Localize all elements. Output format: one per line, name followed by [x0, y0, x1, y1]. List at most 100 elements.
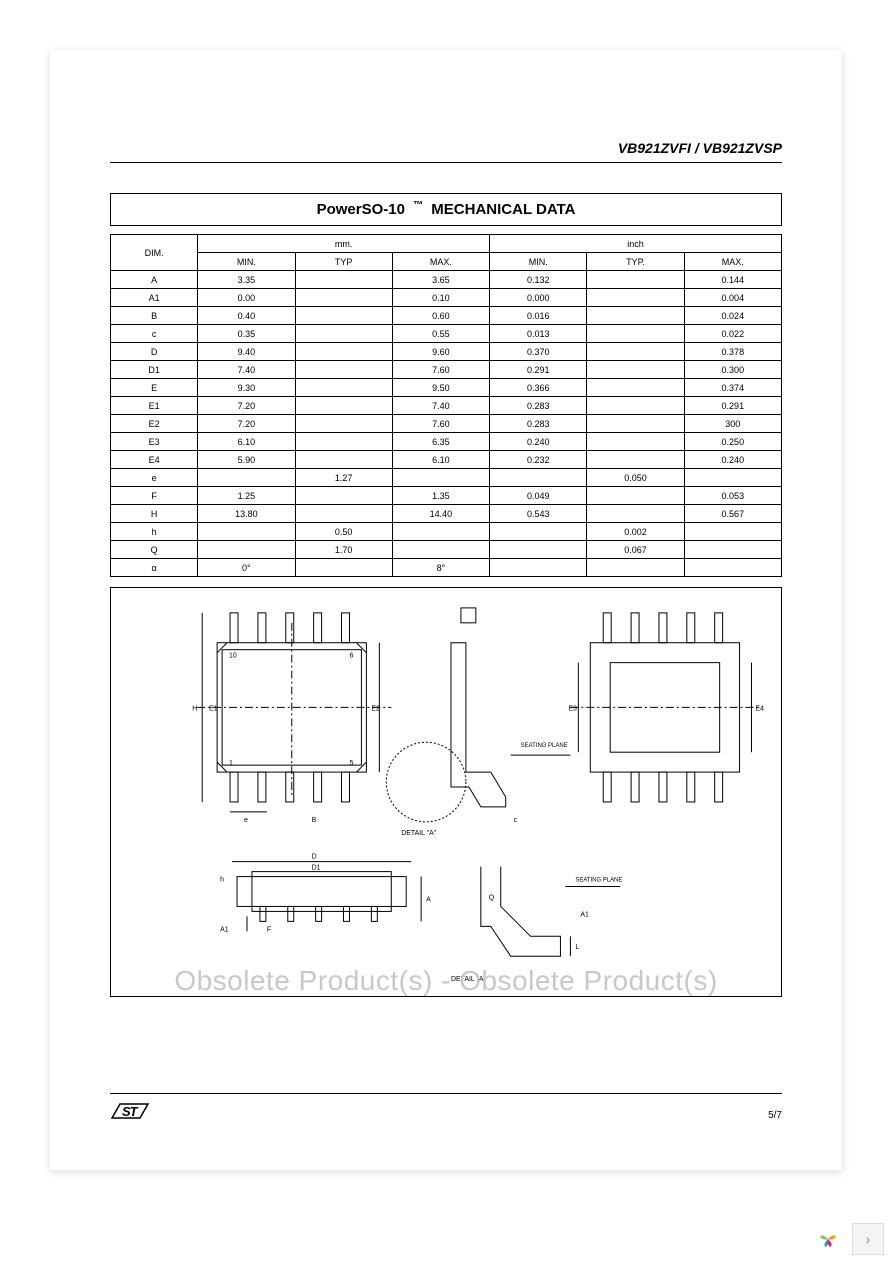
label-H: H [192, 705, 197, 712]
table-cell [295, 325, 392, 343]
table-cell: 0.053 [684, 487, 781, 505]
table-cell: B [111, 307, 198, 325]
table-cell: 0.016 [490, 307, 587, 325]
table-cell [295, 505, 392, 523]
table-cell: 0.370 [490, 343, 587, 361]
title-suffix: MECHANICAL DATA [431, 201, 575, 218]
table-cell: 9.50 [392, 379, 489, 397]
col-in-typ: TYP. [587, 253, 684, 271]
table-row: E17.207.400.2830.291 [111, 397, 782, 415]
table-cell: 7.60 [392, 361, 489, 379]
table-cell [198, 523, 295, 541]
table-cell [587, 433, 684, 451]
label-detail-a-1: DETAIL "A" [401, 830, 437, 837]
table-cell: 0.40 [198, 307, 295, 325]
table-row: α0°8° [111, 559, 782, 577]
table-row: c0.350.550.0130.022 [111, 325, 782, 343]
table-cell [295, 379, 392, 397]
topview-pins-top [230, 613, 349, 643]
table-cell [587, 397, 684, 415]
table-cell: 0.232 [490, 451, 587, 469]
label-A1: A1 [220, 926, 229, 933]
table-cell: 0.378 [684, 343, 781, 361]
table-cell: 1.70 [295, 541, 392, 559]
table-cell: 3.65 [392, 271, 489, 289]
table-cell: 6.10 [198, 433, 295, 451]
label-E2: E2 [371, 705, 380, 712]
table-cell [587, 343, 684, 361]
table-cell: 0.024 [684, 307, 781, 325]
table-cell [490, 541, 587, 559]
table-cell: 0.240 [684, 451, 781, 469]
table-row: E45.906.100.2320.240 [111, 451, 782, 469]
table-row: D17.407.600.2910.300 [111, 361, 782, 379]
table-cell [587, 415, 684, 433]
table-row: Q1.700.067 [111, 541, 782, 559]
table-cell: 9.30 [198, 379, 295, 397]
table-cell [587, 379, 684, 397]
st-logo-icon: ST [110, 1100, 150, 1124]
table-cell: 0.374 [684, 379, 781, 397]
table-cell [198, 469, 295, 487]
label-E4: E4 [755, 705, 764, 712]
table-row: D9.409.600.3700.378 [111, 343, 782, 361]
label-pin6: 6 [349, 653, 353, 660]
package-diagram: 10 6 1 5 H E1 E2 e B DETAIL "A" [110, 587, 782, 997]
table-cell: 6.10 [392, 451, 489, 469]
table-cell: 6.35 [392, 433, 489, 451]
mechanical-data-table: DIM. mm. inch MIN. TYP MAX. MIN. TYP. MA… [110, 234, 782, 577]
table-cell [392, 541, 489, 559]
table-row: H13.8014.400.5430.567 [111, 505, 782, 523]
table-body: A3.353.650.1320.144A10.000.100.0000.004B… [111, 271, 782, 577]
label-pin1: 1 [229, 760, 233, 767]
table-cell [684, 469, 781, 487]
table-cell [295, 397, 392, 415]
table-cell: 0.55 [392, 325, 489, 343]
table-cell: 0.291 [490, 361, 587, 379]
label-seating-2: SEATING PLANE [575, 878, 622, 884]
table-cell: 0.10 [392, 289, 489, 307]
label-A: A [426, 896, 431, 903]
label-c: c [514, 817, 518, 824]
part-number-header: VB921ZVFI / VB921ZVSP [618, 140, 782, 156]
table-cell: 7.40 [392, 397, 489, 415]
table-cell [587, 451, 684, 469]
table-cell: 0.50 [295, 523, 392, 541]
table-cell: D1 [111, 361, 198, 379]
table-cell [587, 361, 684, 379]
table-cell: 0.250 [684, 433, 781, 451]
table-cell: 0.567 [684, 505, 781, 523]
table-cell: 0.35 [198, 325, 295, 343]
table-cell [295, 559, 392, 577]
col-in-min: MIN. [490, 253, 587, 271]
label-e: e [244, 817, 248, 824]
end-view: D D1 h A A1 F [220, 854, 431, 934]
table-cell [295, 415, 392, 433]
table-cell: 0.002 [587, 523, 684, 541]
table-cell: A1 [111, 289, 198, 307]
page-header: VB921ZVFI / VB921ZVSP [110, 140, 782, 163]
table-cell: F [111, 487, 198, 505]
table-cell: E2 [111, 415, 198, 433]
col-mm-max: MAX. [392, 253, 489, 271]
table-cell [587, 325, 684, 343]
table-cell: D [111, 343, 198, 361]
table-cell [490, 469, 587, 487]
table-cell: E [111, 379, 198, 397]
table-row: F1.251.350.0490.053 [111, 487, 782, 505]
page-number: 5/7 [768, 1110, 782, 1121]
table-cell: 0.300 [684, 361, 781, 379]
table-row: E27.207.600.283300 [111, 415, 782, 433]
label-A1-2: A1 [580, 911, 589, 918]
table-cell [587, 505, 684, 523]
next-page-button[interactable]: › [852, 1223, 884, 1255]
table-cell: 0.283 [490, 415, 587, 433]
table-cell: 0.049 [490, 487, 587, 505]
col-mm-min: MIN. [198, 253, 295, 271]
col-in-max: MAX. [684, 253, 781, 271]
mechanical-drawing-svg: 10 6 1 5 H E1 E2 e B DETAIL "A" [111, 588, 781, 996]
table-cell [684, 541, 781, 559]
table-cell [587, 559, 684, 577]
table-cell: 7.20 [198, 397, 295, 415]
table-cell: 7.60 [392, 415, 489, 433]
